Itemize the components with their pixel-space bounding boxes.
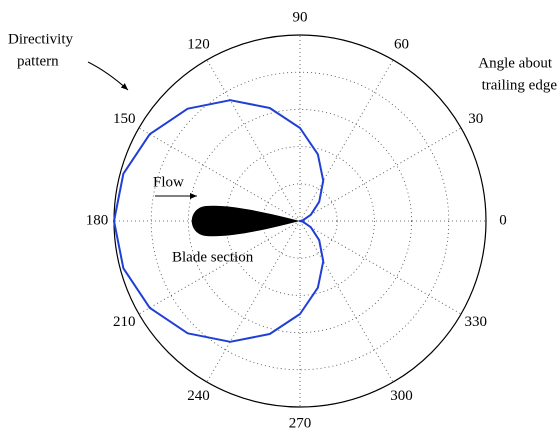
grid-line [206,59,301,222]
angle-tick-label: 30 [468,111,483,127]
blade-section [191,205,300,237]
angle-tick-label: 0 [499,212,507,228]
annotation: Directivity [8,31,73,47]
grid-line [138,127,301,222]
angle-tick-label: 90 [293,9,308,25]
grid-circle [225,146,375,296]
annotation: Flow [153,174,184,190]
grid-line [299,220,394,383]
angle-tick-label: 120 [187,37,210,53]
annotation: pattern [17,53,59,69]
annotation-arrow [87,61,129,91]
annotation: trailing edge [482,77,558,93]
directivity-line [113,99,325,343]
grid-line [299,220,462,315]
grid-circle [187,109,412,333]
angle-tick-label: 150 [113,111,136,127]
annotation: Angle about [478,55,553,71]
angle-tick-label: 60 [394,37,409,53]
angle-tick-label: 180 [86,212,109,228]
grid-line [206,220,301,383]
grid-line [299,59,394,222]
angle-tick-label: 210 [113,314,136,330]
angle-tick-label: 300 [390,388,413,404]
grid-line [138,220,301,315]
angle-tick-label: 330 [465,314,488,330]
grid-line [299,127,462,222]
angle-tick-label: 240 [187,388,210,404]
angle-tick-label: 270 [289,415,312,431]
annotation: Blade section [172,249,254,265]
